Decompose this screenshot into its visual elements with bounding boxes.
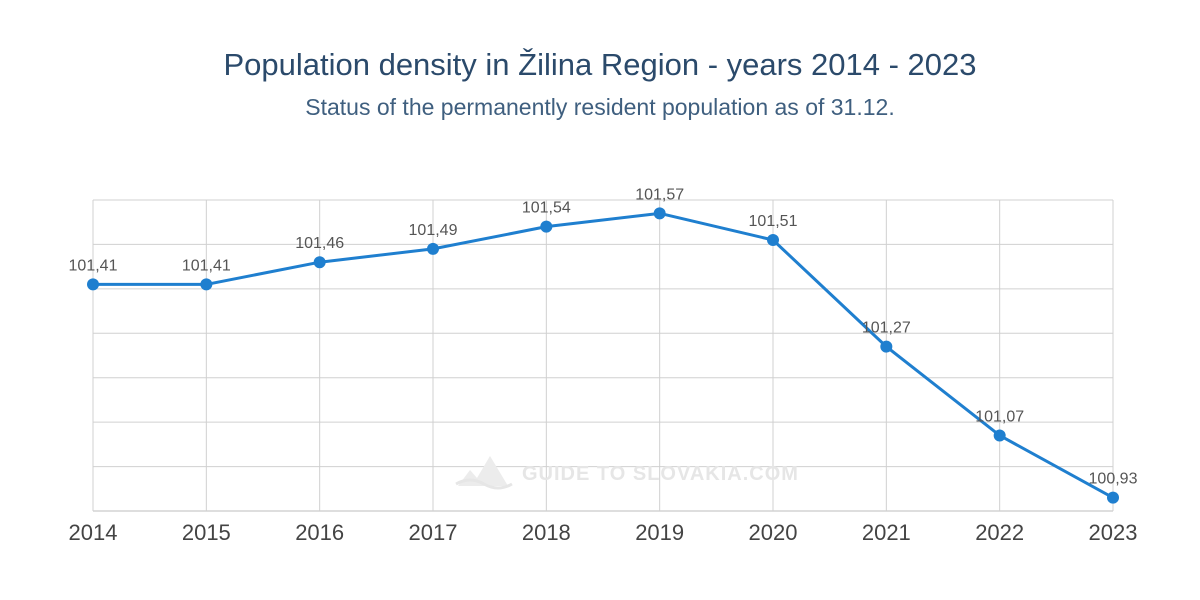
data-labels: 101,41 101,41 101,46 101,49 101,54 101,57 101,… <box>69 186 1138 487</box>
watermark-text: GUIDE TO SLOVAKIA.COM <box>522 463 799 485</box>
data-label: 100,93 <box>1089 471 1138 488</box>
chart-subtitle: Status of the permanently resident popul… <box>305 94 895 120</box>
data-point <box>767 233 779 246</box>
x-tick-label: 2017 <box>409 520 458 545</box>
data-label: 101,51 <box>749 213 798 230</box>
data-point <box>87 278 99 291</box>
data-label: 101,54 <box>522 200 571 217</box>
chart-title: Population density in Žilina Region - ye… <box>223 47 977 82</box>
data-point <box>653 207 666 220</box>
data-point <box>200 278 213 291</box>
data-label: 101,41 <box>182 257 231 274</box>
data-point <box>540 220 553 233</box>
data-label: 101,57 <box>635 186 684 203</box>
grid <box>92 199 1114 512</box>
wave-logo-icon <box>455 478 513 490</box>
series-line-group <box>93 211 1114 499</box>
x-tick-label: 2022 <box>975 520 1024 545</box>
data-points <box>87 207 1119 504</box>
x-tick-label: 2018 <box>522 520 571 545</box>
watermark: GUIDE TO SLOVAKIA.COM <box>455 456 799 490</box>
x-tick-label: 2015 <box>182 520 231 545</box>
data-label: 101,46 <box>295 235 344 252</box>
data-point <box>993 429 1006 442</box>
data-point <box>1107 491 1119 504</box>
x-tick-label: 2014 <box>69 520 118 545</box>
data-point <box>313 256 326 269</box>
data-label: 101,27 <box>862 320 911 337</box>
data-point <box>427 242 439 255</box>
x-tick-label: 2019 <box>635 520 684 545</box>
x-tick-label: 2023 <box>1089 520 1138 545</box>
data-label: 101,07 <box>975 408 1024 425</box>
x-tick-label: 2020 <box>749 520 798 545</box>
data-point <box>880 340 893 353</box>
x-tick-label: 2021 <box>862 520 911 545</box>
data-label: 101,41 <box>69 257 118 274</box>
x-axis-ticks: 2014 2015 2016 2017 2018 2019 2020 2021 2022 2023 <box>69 520 1138 545</box>
x-tick-label: 2016 <box>295 520 344 545</box>
data-label: 101,49 <box>409 222 458 239</box>
series-line <box>93 211 1114 499</box>
